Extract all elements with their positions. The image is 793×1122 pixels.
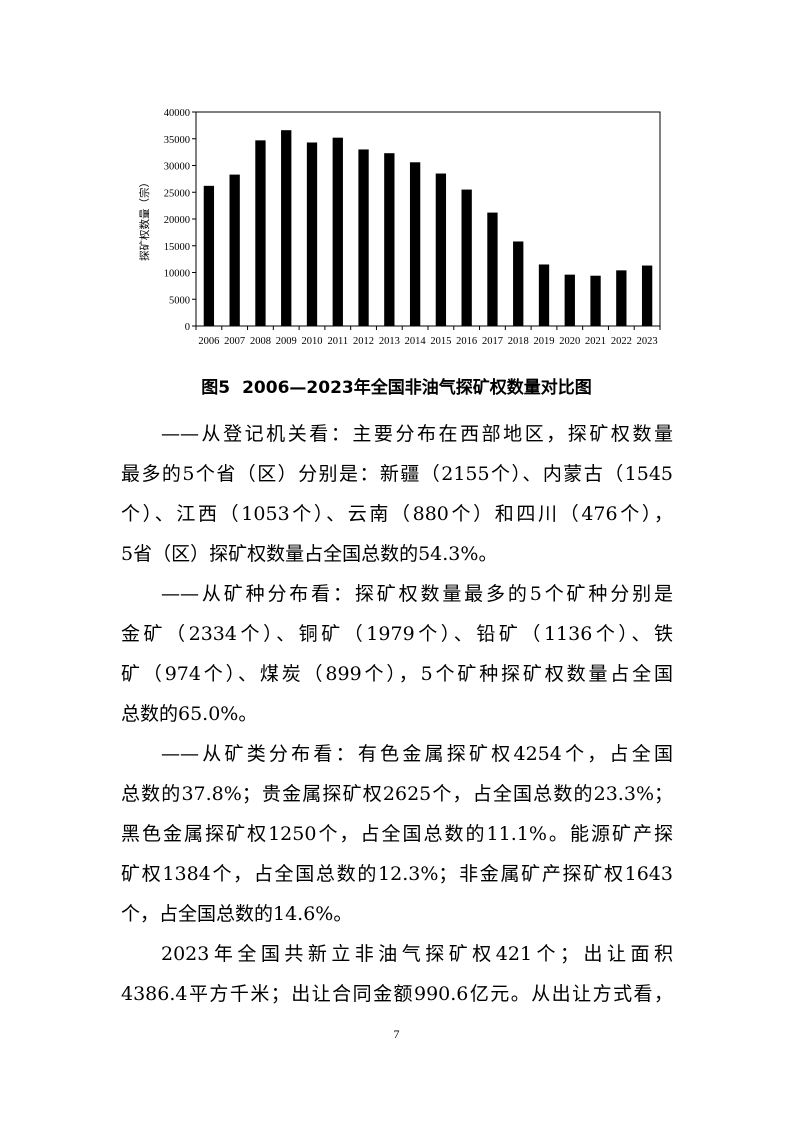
text-line: 最多的5个省（区）分别是：新疆（2155个）、内蒙古（1545 (121, 463, 673, 485)
x-tick-label: 2018 (508, 336, 529, 347)
y-tick-label: 15000 (164, 242, 190, 253)
x-tick-label: 2022 (611, 336, 632, 347)
bar-2018 (513, 241, 524, 326)
x-tick-label: 2012 (353, 336, 374, 347)
y-tick-label: 20000 (164, 215, 190, 226)
bar-2021 (590, 275, 601, 326)
text-line: ——从矿种分布看：探矿权数量最多的5个矿种分别是 (161, 583, 673, 605)
x-tick-label: 2009 (276, 336, 297, 347)
page-number: 7 (393, 1027, 400, 1041)
body-text: ——从登记机关看：主要分布在西部地区，探矿权数量 最多的5个省（区）分别是：新疆… (121, 417, 673, 1017)
text-line: 个，占全国总数的14.6%。 (121, 903, 353, 925)
y-tick-label: 0 (185, 322, 190, 333)
y-tick-label: 25000 (164, 188, 190, 199)
bar-2019 (538, 264, 550, 326)
x-tick-label: 2007 (224, 336, 245, 347)
bar-2007 (229, 174, 240, 326)
x-tick-label: 2019 (534, 336, 555, 347)
x-tick-label: 2008 (250, 336, 271, 347)
x-tick-label: 2010 (302, 336, 323, 347)
text-line: 个）、江西（1053个）、云南（880个）和四川（476个）， (121, 503, 673, 525)
text-line: 矿（974个）、煤炭（899个），5个矿种探矿权数量占全国 (121, 663, 673, 685)
bar-2020 (564, 274, 575, 326)
bar-2009 (281, 130, 292, 326)
y-tick-label: 30000 (164, 162, 190, 173)
y-tick-label: 10000 (164, 269, 190, 280)
text-line: ——从矿类分布看：有色金属探矿权4254个，占全国 (161, 743, 673, 765)
x-tick-label: 2013 (379, 336, 400, 347)
x-tick-label: 2023 (637, 336, 658, 347)
text-line: 黑色金属探矿权1250个，占全国总数的11.1%。能源矿产探 (121, 823, 673, 845)
text-line: 5省（区）探矿权数量占全国总数的54.3%。 (121, 543, 498, 565)
text-line: 4386.4平方千米；出让合同金额990.6亿元。从出让方式看， (121, 983, 673, 1005)
bar-2011 (332, 137, 343, 326)
bar-2014 (409, 162, 421, 326)
x-tick-label: 2016 (456, 336, 477, 347)
text-line: 总数的65.0%。 (121, 703, 258, 725)
caption-label: 图5 (201, 378, 231, 398)
bar-2012 (358, 149, 369, 326)
bar-2010 (306, 142, 318, 326)
bar-2023 (641, 265, 653, 326)
y-tick-label: 5000 (169, 295, 190, 306)
x-tick-label: 2017 (482, 336, 503, 347)
x-tick-label: 2015 (430, 336, 451, 347)
bar-chart: 0 5000 10000 15000 20000 25000 30000 35000 40000… (138, 108, 661, 347)
bar-2022 (616, 270, 627, 326)
bar-2006 (203, 185, 215, 326)
x-tick-label: 2006 (198, 336, 219, 347)
bar-2017 (487, 212, 498, 326)
bar-2008 (255, 140, 266, 326)
text-line: ——从登记机关看：主要分布在西部地区，探矿权数量 (161, 423, 673, 445)
x-tick-label: 2021 (585, 336, 606, 347)
text-line: 2023年全国共新立非油气探矿权421个；出让面积 (161, 943, 673, 965)
x-tick-label: 2014 (405, 336, 427, 347)
y-axis-label: 探矿权数量（宗） (138, 177, 151, 261)
text-line: 金矿（2334个）、铜矿（1979个）、铅矿（1136个）、铁 (121, 623, 673, 645)
text-line: 矿权1384个，占全国总数的12.3%；非金属矿产探矿权1643 (121, 863, 673, 885)
figure-caption: 图5 2006—2023年全国非油气探矿权数量对比图 (0, 373, 793, 398)
y-tick-label: 35000 (164, 135, 190, 146)
y-tick-label: 40000 (164, 108, 190, 119)
bar-2016 (461, 189, 472, 326)
bar-2015 (435, 173, 447, 326)
x-tick-label: 2020 (559, 336, 580, 347)
x-tick-label: 2011 (327, 336, 348, 347)
text-line: 总数的37.8%；贵金属探矿权2625个，占全国总数的23.3%； (121, 783, 673, 805)
caption-text: 2006—2023年全国非油气探矿权数量对比图 (242, 378, 592, 398)
bar-2013 (384, 153, 395, 326)
